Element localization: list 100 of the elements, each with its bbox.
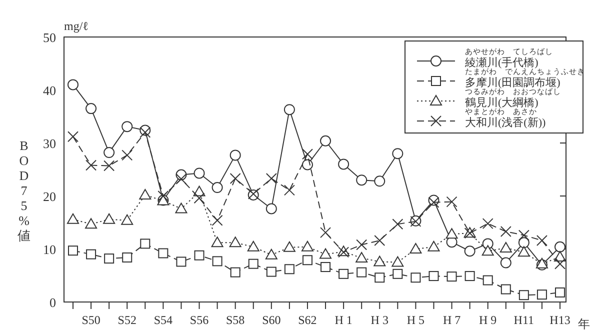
x-tick-label: H 1 [334, 313, 352, 327]
point [212, 214, 223, 226]
point [104, 254, 114, 264]
point [392, 218, 404, 230]
point [68, 79, 78, 90]
point [86, 160, 97, 171]
point [446, 272, 457, 282]
point [284, 264, 294, 274]
point [392, 256, 404, 267]
point [68, 131, 78, 142]
point [536, 290, 547, 300]
point [158, 248, 168, 258]
point [374, 256, 386, 266]
point [229, 236, 242, 248]
point [176, 174, 187, 185]
point [230, 173, 241, 184]
x-axis-title: 年 [578, 317, 590, 331]
point [212, 182, 223, 194]
x-tick-label: H 9 [479, 313, 497, 327]
point [67, 213, 79, 224]
legend-label: 大和川(浅香(新)) [465, 116, 546, 129]
point [356, 267, 367, 278]
point [320, 262, 331, 272]
point [86, 103, 97, 114]
point [158, 190, 169, 202]
point [500, 284, 511, 294]
point [446, 196, 458, 208]
point [211, 236, 224, 248]
point [555, 287, 565, 298]
point [338, 268, 349, 279]
point [266, 173, 277, 184]
point [121, 214, 134, 225]
point [86, 249, 96, 260]
x-tick-label: H 7 [442, 313, 461, 327]
x-tick-label: H 3 [370, 313, 388, 327]
legend-label: 鶴見川(大綱橋) [465, 96, 539, 109]
point [284, 104, 295, 116]
point [85, 218, 98, 229]
point [356, 239, 368, 250]
x-tick-label: S50 [82, 313, 100, 327]
point [464, 271, 475, 282]
point [356, 174, 368, 186]
point [320, 135, 332, 146]
point [283, 241, 296, 252]
point [194, 168, 205, 179]
x-tick-label: H11 [514, 313, 534, 327]
point [140, 238, 150, 249]
point [176, 256, 186, 267]
point [374, 272, 385, 283]
point [500, 226, 512, 238]
x-tick-label: S62 [298, 313, 317, 327]
x-tick-label: S60 [262, 313, 281, 327]
point [356, 252, 368, 263]
point [446, 228, 458, 239]
point [247, 240, 260, 252]
point [68, 246, 78, 256]
point [230, 267, 240, 278]
point [428, 271, 439, 282]
y-tick-label: 50 [43, 30, 56, 45]
x-tick-label: S56 [190, 313, 209, 327]
point [194, 192, 205, 204]
point [284, 184, 295, 196]
point [122, 150, 133, 161]
y-tick-label: 30 [43, 136, 56, 151]
legend-label: 綾瀬川(手代橋) [464, 56, 539, 69]
point [212, 256, 222, 266]
point [392, 148, 404, 160]
point [518, 237, 530, 248]
x-tick-label: S54 [154, 313, 173, 327]
point [301, 240, 314, 252]
point [320, 227, 332, 238]
y-tick-label: 40 [43, 83, 56, 98]
point [410, 272, 421, 283]
point [122, 252, 132, 262]
point [302, 148, 313, 160]
point [554, 258, 566, 270]
point [500, 242, 512, 252]
point [482, 275, 493, 286]
point [410, 243, 422, 254]
point [230, 150, 241, 161]
point [104, 160, 115, 172]
y-axis-title: BOD75%値 [18, 138, 30, 243]
point [103, 213, 116, 224]
y-tick-label: 20 [43, 189, 56, 204]
point [175, 202, 188, 214]
x-tick-label: S52 [118, 313, 136, 327]
point [139, 188, 152, 200]
point [194, 250, 204, 260]
point [428, 240, 440, 252]
x-tick-label: H 5 [406, 313, 425, 327]
point [104, 147, 115, 158]
point [500, 257, 512, 268]
point [302, 255, 312, 266]
point [464, 246, 476, 257]
text: mg/ℓ [64, 19, 89, 33]
y-tick-label: 0 [50, 295, 56, 310]
x-tick-label: H13 [550, 313, 570, 327]
point [266, 203, 277, 214]
point [320, 248, 332, 259]
x-tick-label: S58 [226, 313, 245, 327]
